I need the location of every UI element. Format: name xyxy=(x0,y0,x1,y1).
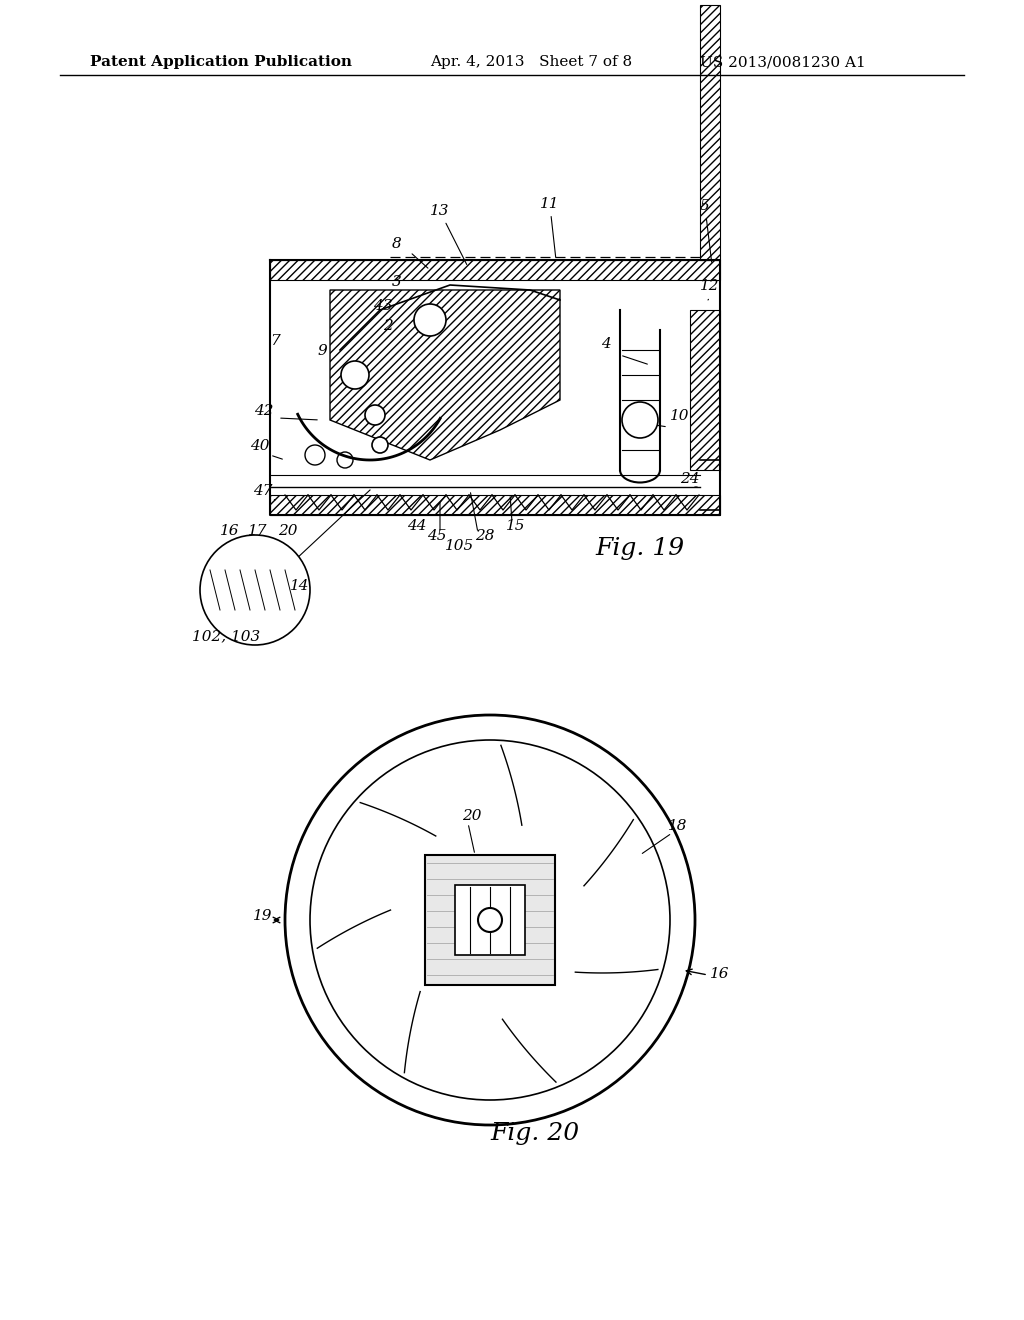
Text: 2: 2 xyxy=(383,319,393,333)
Text: 40: 40 xyxy=(250,440,269,453)
Text: 47: 47 xyxy=(253,484,272,498)
Text: 4: 4 xyxy=(601,337,610,351)
Circle shape xyxy=(341,360,369,389)
Text: 15: 15 xyxy=(506,519,525,533)
Text: 7: 7 xyxy=(270,334,280,348)
Bar xyxy=(425,855,555,985)
Text: 11: 11 xyxy=(540,197,559,257)
Text: 17: 17 xyxy=(248,524,267,539)
Text: 13: 13 xyxy=(430,205,467,264)
Text: 10: 10 xyxy=(670,409,689,422)
Text: 19: 19 xyxy=(253,909,272,923)
Text: 105: 105 xyxy=(445,539,474,553)
Text: 5: 5 xyxy=(700,199,712,263)
Text: 16: 16 xyxy=(220,524,240,539)
Bar xyxy=(270,495,720,515)
Text: 28: 28 xyxy=(475,529,495,543)
Text: 8: 8 xyxy=(392,238,401,251)
Text: 9: 9 xyxy=(317,345,327,358)
Circle shape xyxy=(200,535,310,645)
Text: 14: 14 xyxy=(290,579,309,593)
Text: 16: 16 xyxy=(710,968,729,981)
Text: Fig. 19: Fig. 19 xyxy=(595,537,684,560)
Text: Patent Application Publication: Patent Application Publication xyxy=(90,55,352,69)
Text: Fig. 20: Fig. 20 xyxy=(490,1122,580,1144)
Circle shape xyxy=(414,304,446,337)
Text: 43: 43 xyxy=(373,300,392,313)
Circle shape xyxy=(372,437,388,453)
Bar xyxy=(270,260,720,280)
Circle shape xyxy=(365,405,385,425)
Bar xyxy=(690,310,720,470)
Text: 45: 45 xyxy=(427,529,446,543)
Text: 18: 18 xyxy=(668,818,687,833)
Text: 20: 20 xyxy=(462,809,481,822)
Text: Apr. 4, 2013   Sheet 7 of 8: Apr. 4, 2013 Sheet 7 of 8 xyxy=(430,55,632,69)
Text: 42: 42 xyxy=(254,404,273,418)
Text: 3: 3 xyxy=(392,275,401,289)
Bar xyxy=(700,5,720,260)
Text: US 2013/0081230 A1: US 2013/0081230 A1 xyxy=(700,55,865,69)
Circle shape xyxy=(478,908,502,932)
Circle shape xyxy=(622,403,658,438)
Text: 20: 20 xyxy=(278,524,298,539)
Text: 44: 44 xyxy=(407,519,427,533)
Bar xyxy=(455,884,525,954)
Circle shape xyxy=(285,715,695,1125)
Text: 24: 24 xyxy=(680,473,699,486)
Text: 102, 103: 102, 103 xyxy=(193,630,260,643)
Text: 12: 12 xyxy=(700,279,720,293)
